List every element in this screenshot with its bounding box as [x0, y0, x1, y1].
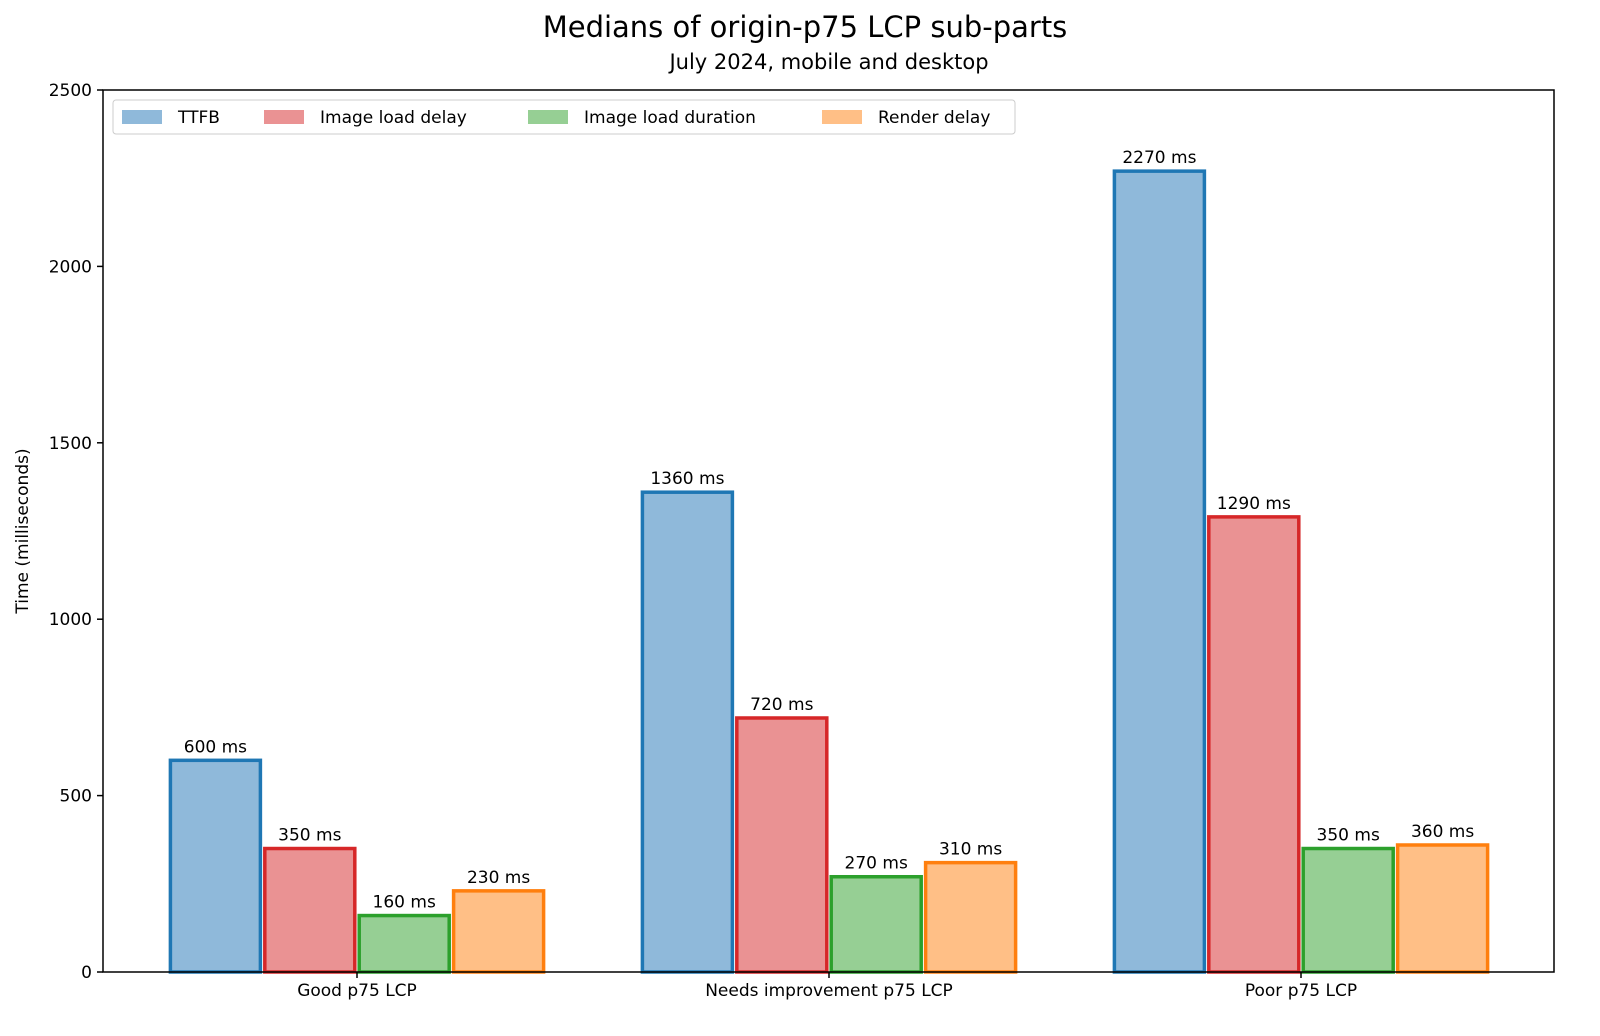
bar-value-label: 270 ms [845, 854, 908, 874]
legend-swatch [264, 110, 304, 124]
bar-value-label: 1290 ms [1217, 494, 1291, 514]
bar [1207, 515, 1301, 974]
y-tick-label: 2500 [49, 81, 92, 101]
y-tick-label: 0 [81, 963, 92, 983]
bar-value-label: 360 ms [1411, 822, 1474, 842]
x-tick-label: Poor p75 LCP [1245, 981, 1357, 1001]
bar-value-label: 350 ms [278, 826, 341, 846]
bar [829, 874, 923, 974]
bar-value-label: 720 ms [750, 695, 813, 715]
legend-label: TTFB [177, 108, 220, 128]
y-tick-label: 1500 [49, 434, 92, 454]
legend-swatch [122, 110, 162, 124]
legend-label: Image load duration [584, 108, 756, 128]
bar [640, 490, 735, 974]
y-tick-label: 1000 [49, 610, 92, 630]
bar-value-label: 160 ms [373, 893, 436, 913]
legend-swatch [822, 110, 862, 124]
bar [1112, 169, 1207, 974]
bar [263, 846, 357, 974]
bar [451, 889, 546, 974]
chart-title: Medians of origin-p75 LCP sub-parts [543, 10, 1068, 44]
chart-subtitle: July 2024, mobile and desktop [667, 50, 988, 74]
y-tick-label: 500 [60, 787, 92, 807]
x-tick-label: Good p75 LCP [297, 981, 417, 1001]
bar [1395, 843, 1490, 974]
y-tick-label: 2000 [49, 257, 92, 277]
bar-value-label: 600 ms [184, 737, 247, 757]
bar-value-label: 2270 ms [1122, 148, 1196, 168]
legend: TTFB Image load delay Image load duration R… [112, 99, 1016, 135]
bar [357, 913, 451, 974]
bar-value-label: 310 ms [939, 840, 1002, 860]
bar-value-label: 350 ms [1317, 826, 1380, 846]
y-axis-label: Time (milliseconds) [13, 448, 33, 614]
bar-value-label: 230 ms [467, 868, 530, 888]
bar [168, 758, 263, 974]
x-tick-label: Needs improvement p75 LCP [705, 981, 953, 1001]
bar [923, 860, 1018, 974]
legend-swatch [528, 110, 568, 124]
bar [1301, 846, 1395, 974]
bar-value-label: 1360 ms [650, 469, 724, 489]
bar [735, 716, 829, 974]
legend-label: Image load delay [320, 108, 467, 128]
legend-label: Render delay [878, 108, 990, 128]
